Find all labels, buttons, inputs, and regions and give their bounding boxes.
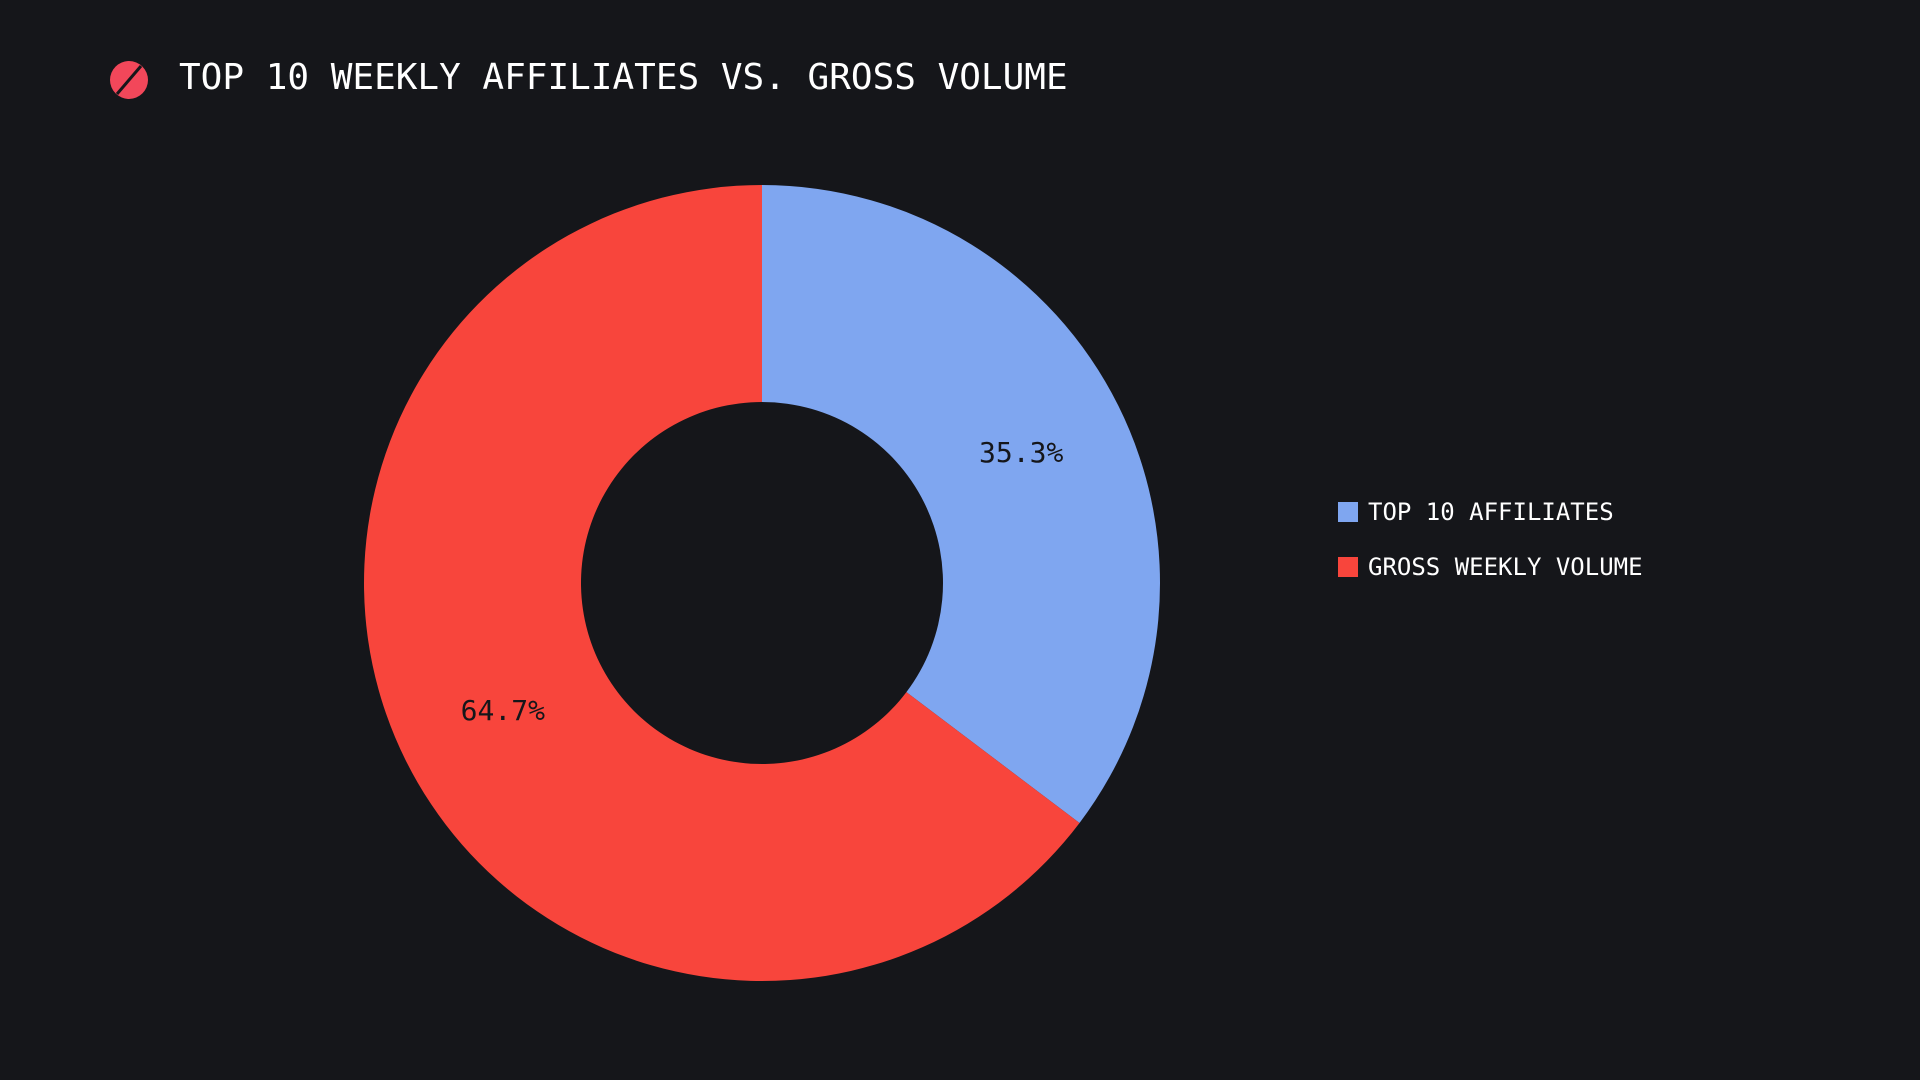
data-label: 64.7% [461,694,545,727]
legend-label: GROSS WEEKLY VOLUME [1368,553,1643,581]
legend-swatch [1338,502,1358,522]
data-label: 35.3% [979,436,1063,469]
legend-label: TOP 10 AFFILIATES [1368,498,1614,526]
title-icon [110,61,148,99]
legend-swatch [1338,557,1358,577]
chart-title: TOP 10 WEEKLY AFFILIATES VS. GROSS VOLUM… [179,57,1068,98]
donut-slice [364,185,1080,981]
donut-slice [762,185,1160,823]
